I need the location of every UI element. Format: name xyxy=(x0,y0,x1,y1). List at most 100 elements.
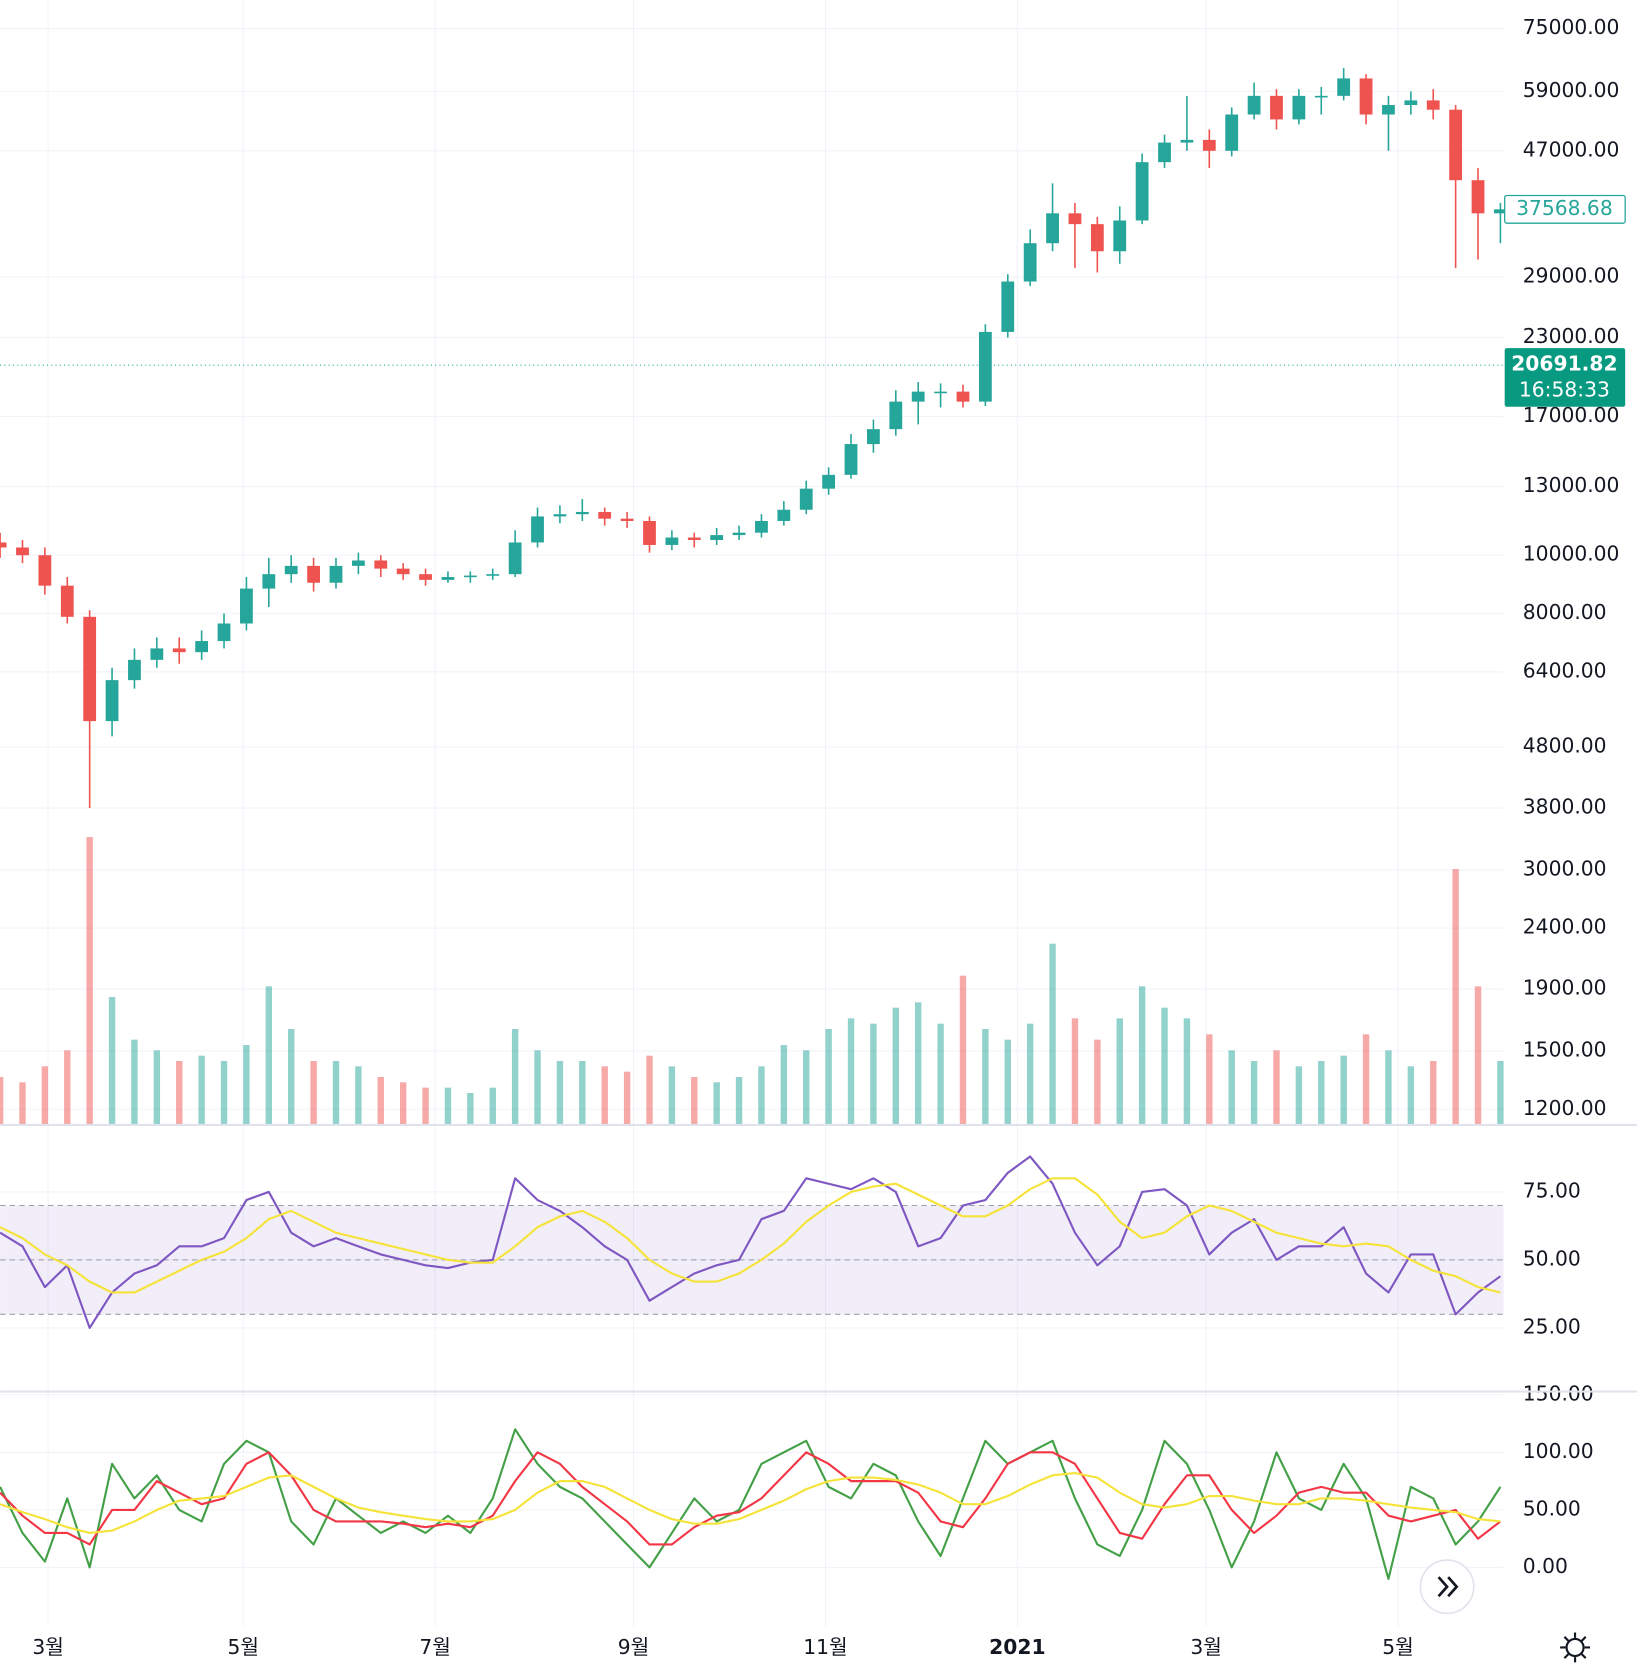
candle-body xyxy=(1090,224,1104,252)
volume-bar xyxy=(19,1082,26,1125)
volume-bar xyxy=(601,1066,608,1125)
y-tick-label: 25.00 xyxy=(1523,1314,1581,1338)
candle-body xyxy=(105,680,119,722)
volume-bar xyxy=(1273,1050,1280,1125)
volume-bar xyxy=(332,1060,340,1125)
volume-bar xyxy=(758,1066,765,1125)
candle-body xyxy=(799,488,813,510)
volume-bar xyxy=(220,1060,228,1125)
candle-body xyxy=(441,576,455,580)
volume-bar xyxy=(288,1029,295,1125)
candle-body xyxy=(643,520,656,545)
candle-body xyxy=(1158,142,1171,163)
candle-body xyxy=(1001,281,1015,332)
button-icon[interactable] xyxy=(1437,1576,1459,1598)
x-tick-label: 5월 xyxy=(227,1635,259,1659)
candle-body xyxy=(150,648,164,660)
volume-bar xyxy=(534,1050,541,1125)
x-tick-label: 5월 xyxy=(1382,1635,1414,1659)
candle-body xyxy=(329,565,343,583)
candle-body xyxy=(38,555,52,586)
x-tick-label: 7월 xyxy=(419,1635,451,1659)
candle-body xyxy=(822,474,836,489)
volume-bar xyxy=(1318,1060,1325,1125)
candle-body xyxy=(463,575,477,578)
candle-body xyxy=(419,574,432,580)
settings-icon[interactable] xyxy=(1565,1637,1585,1658)
candle-body xyxy=(531,516,544,543)
volume-bar xyxy=(399,1082,407,1125)
candle-body xyxy=(934,391,947,394)
candle-body xyxy=(486,574,500,576)
candle-body xyxy=(1314,95,1328,98)
candle-body xyxy=(172,648,186,653)
volume-bar xyxy=(1385,1050,1392,1125)
y-tick-label: 4800.00 xyxy=(1523,734,1607,758)
y-tick-label: 2400.00 xyxy=(1523,915,1607,939)
settings-icon-spokes[interactable] xyxy=(1560,1632,1590,1663)
candle-body xyxy=(1382,105,1395,115)
candle-body xyxy=(844,444,858,475)
candle-body xyxy=(1180,139,1194,143)
volume-bar xyxy=(556,1060,564,1125)
volume-bar xyxy=(825,1029,832,1125)
volume-bar xyxy=(1250,1060,1258,1125)
volume-bar xyxy=(892,1007,900,1125)
candle-body xyxy=(710,535,724,540)
volume-bar xyxy=(1004,1039,1011,1125)
candle-body xyxy=(396,568,410,575)
volume-bar xyxy=(131,1039,138,1125)
y-tick-label: 75000.00 xyxy=(1523,15,1620,39)
y-tick-label: 6400.00 xyxy=(1523,658,1607,682)
volume-bar xyxy=(1340,1055,1347,1125)
countdown-label: 16:58:33 xyxy=(1519,377,1610,401)
volume-bar xyxy=(1026,1023,1034,1125)
x-tick-label: 3월 xyxy=(1190,1635,1222,1659)
candle-body xyxy=(755,520,768,533)
volume-bar xyxy=(1094,1039,1101,1125)
volume-bar xyxy=(691,1076,698,1125)
candle-body xyxy=(1494,209,1507,214)
candle-body xyxy=(1359,78,1373,115)
volume-bar xyxy=(1183,1018,1191,1125)
candle-body xyxy=(1135,162,1149,221)
volume-bar xyxy=(1295,1066,1303,1125)
grid-layer xyxy=(0,0,1504,1627)
settings-button[interactable] xyxy=(1560,1632,1590,1663)
candle-body xyxy=(128,659,141,681)
candle-body xyxy=(889,401,903,430)
y-tick-label: 75.00 xyxy=(1523,1178,1581,1202)
candle-body xyxy=(1046,213,1059,244)
marks-layer xyxy=(0,68,1507,1580)
candle-body xyxy=(217,623,231,642)
volume-bar xyxy=(713,1082,720,1125)
candle-body xyxy=(687,537,701,540)
volume-bar xyxy=(467,1092,474,1125)
indicator-line xyxy=(0,1177,1501,1294)
volume-bar xyxy=(377,1076,384,1125)
y-tick-label: 0.00 xyxy=(1523,1554,1568,1578)
volume-bar xyxy=(511,1029,519,1125)
last-price-label: 37568.68 xyxy=(1516,196,1613,220)
volume-bar xyxy=(243,1045,250,1125)
volume-bar xyxy=(668,1066,676,1125)
candle-body xyxy=(575,511,589,515)
candle-body xyxy=(508,542,522,575)
candle-body xyxy=(1449,109,1463,181)
scroll-to-latest-button[interactable] xyxy=(1419,1559,1475,1615)
y-tick-label: 150.00 xyxy=(1523,1381,1594,1405)
volume-bar xyxy=(86,837,93,1125)
candle-body xyxy=(553,514,567,517)
x-tick-label: 3월 xyxy=(32,1635,64,1659)
volume-bar xyxy=(41,1066,49,1125)
candle-body xyxy=(911,391,925,402)
volume-bar xyxy=(1474,986,1482,1125)
volume-bar xyxy=(489,1087,496,1125)
indicator-line xyxy=(0,1451,1502,1546)
price-line-box xyxy=(1504,348,1626,407)
candle-body xyxy=(284,565,298,575)
last-price-box xyxy=(1504,194,1626,224)
volume-bar xyxy=(64,1050,71,1125)
